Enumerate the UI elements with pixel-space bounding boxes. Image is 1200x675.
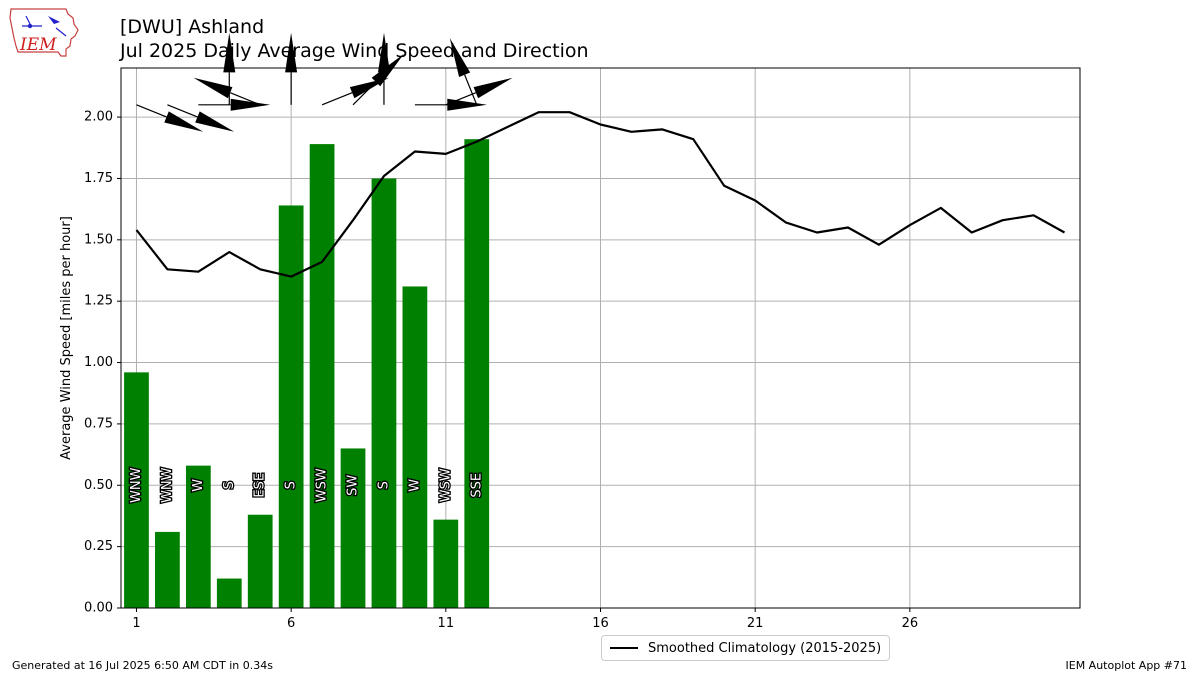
wind-arrow-shaft: [352, 81, 377, 106]
y-tick-label: 1.50: [84, 232, 113, 247]
wind-arrow-head: [285, 32, 298, 73]
x-tick-label: 11: [438, 616, 455, 631]
climatology-line: [135, 111, 1066, 278]
wind-arrow-day-12: [449, 38, 478, 106]
y-tick-label: 1.00: [84, 355, 113, 370]
direction-label-day-2: WNW: [160, 467, 175, 503]
direction-label-day-9: S: [376, 481, 391, 489]
wind-arrow-head: [473, 77, 513, 99]
bar-day-7: [309, 144, 335, 608]
logo-text: IEM: [19, 35, 57, 55]
direction-label-day-12: SSE: [469, 473, 484, 498]
wind-arrow-day-10: [414, 98, 487, 111]
x-tick-label: 21: [747, 616, 764, 631]
wind-arrow-day-1: [136, 104, 204, 132]
direction-label-day-11: WSW: [438, 468, 453, 502]
bar-day-4: [216, 578, 242, 608]
wind-arrow-head: [449, 38, 471, 77]
legend: Smoothed Climatology (2015-2025): [601, 635, 891, 661]
direction-label-day-6: S: [284, 481, 299, 489]
bar-day-8: [340, 448, 366, 608]
chart-title: Jul 2025 Daily Average Wind Speed and Di…: [120, 40, 589, 62]
climatology-line-layer: [135, 111, 1066, 278]
direction-label-day-7: WSW: [315, 468, 330, 502]
bar-day-1: [124, 372, 149, 608]
bar-day-12: [464, 139, 490, 608]
wind-arrow-day-3: [198, 98, 271, 111]
bar-series: [124, 139, 490, 609]
bar-day-2: [155, 531, 180, 608]
axes: 0.000.250.500.751.001.251.501.752.001 6 11…: [84, 110, 918, 631]
direction-label-day-4: S: [222, 481, 237, 489]
y-tick-label: 0.50: [84, 478, 113, 493]
bar-day-3: [185, 465, 211, 608]
wind-arrow-head: [164, 111, 204, 132]
x-tick-label: 1: [132, 616, 140, 631]
wind-arrow-shaft: [229, 92, 261, 106]
legend-line-swatch: [610, 647, 638, 649]
wind-arrow-shaft: [445, 92, 477, 106]
wind-arrow-head: [195, 111, 235, 132]
wind-arrow-day-9: [378, 32, 390, 105]
wind-arrow-day-6: [285, 32, 298, 105]
legend-label: Smoothed Climatology (2015-2025): [648, 640, 882, 656]
x-tick-label: 26: [902, 616, 919, 631]
wind-arrow-shaft: [321, 92, 353, 106]
bar-day-10: [402, 286, 428, 608]
wind-arrow-head: [447, 98, 487, 111]
wind-arrow-day-5: [193, 77, 261, 106]
y-tick-label: 1.75: [84, 171, 113, 186]
direction-labels: WNW WNW W S ESE S WSW SW S W WSW SSE: [128, 466, 486, 504]
wind-arrow-shaft: [464, 74, 478, 106]
x-tick-label: 6: [287, 616, 295, 631]
bar-day-9: [371, 178, 397, 609]
y-tick-label: 0.00: [84, 601, 113, 616]
bar-day-5: [247, 514, 273, 608]
iem-logo: IEM: [9, 8, 79, 57]
bar-day-11: [433, 519, 459, 608]
wind-arrow-shaft: [167, 104, 198, 118]
direction-label-day-5: ESE: [253, 473, 268, 498]
wind-direction-arrows: [136, 32, 513, 132]
app-id: IEM Autoplot App #71: [1065, 659, 1188, 672]
wind-arrow-shaft: [136, 104, 167, 118]
y-tick-label: 2.00: [84, 110, 113, 125]
y-tick-label: 0.75: [84, 416, 113, 431]
wind-arrow-head: [193, 77, 233, 99]
y-tick-label: 0.25: [84, 539, 113, 554]
wind-arrow-day-8: [352, 53, 404, 106]
direction-label-day-10: W: [407, 479, 422, 492]
y-axis-label: Average Wind Speed [miles per hour]: [59, 216, 74, 460]
direction-label-day-1: WNW: [129, 467, 144, 503]
direction-label-day-3: W: [191, 479, 206, 492]
generated-timestamp: Generated at 16 Jul 2025 6:50 AM CDT in …: [12, 659, 273, 672]
wind-arrow-head: [378, 32, 390, 73]
wind-arrow-day-11: [445, 77, 513, 106]
wind-arrow-head: [230, 98, 271, 111]
wind-arrow-day-2: [167, 104, 235, 132]
wind-arrow-head: [223, 32, 236, 73]
y-tick-label: 1.25: [84, 294, 113, 309]
station-title: [DWU] Ashland: [120, 16, 265, 38]
bar-day-6: [278, 205, 304, 609]
x-tick-label: 16: [592, 616, 609, 631]
direction-label-day-8: SW: [346, 475, 361, 496]
